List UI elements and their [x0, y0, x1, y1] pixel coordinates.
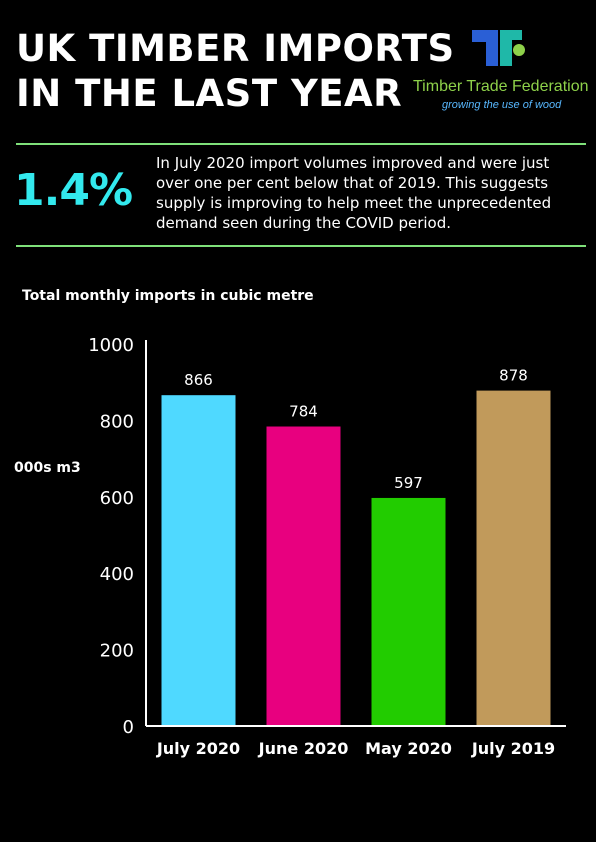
y-axis-ticks: 0 200 400 600 800 1000 — [88, 335, 134, 738]
bars: 866 July 2020 784 June 2020 597 May 2020 878 Ju… — [156, 367, 555, 758]
page-title: UK TIMBER IMPORTS IN THE LAST YEAR — [16, 26, 455, 116]
highlight-text: In July 2020 import volumes improved and… — [156, 154, 552, 232]
logo-teal-shape — [500, 30, 522, 66]
y-tick-label: 600 — [100, 488, 134, 509]
chart-title: Total monthly imports in cubic metre — [22, 288, 314, 304]
bar-july-2019 — [476, 390, 551, 726]
divider-top — [16, 143, 586, 145]
bar-june-2020 — [266, 426, 341, 726]
ttf-logo: Timber Trade Federation growing the use … — [410, 26, 590, 116]
highlight-stat: 1.4% — [14, 165, 133, 216]
bar-value-label: 597 — [394, 474, 423, 492]
logo-green-dot — [513, 44, 525, 56]
logo-tagline: growing the use of wood — [442, 99, 562, 111]
y-tick-label: 1000 — [88, 335, 134, 356]
bar-value-label: 866 — [184, 371, 213, 389]
x-category-label: July 2019 — [471, 739, 555, 758]
x-category-label: May 2020 — [365, 739, 452, 758]
title-line-2: IN THE LAST YEAR — [16, 72, 403, 115]
title-line-1: UK TIMBER IMPORTS — [16, 27, 455, 70]
bar-value-label: 878 — [499, 367, 528, 385]
bar-value-label: 784 — [289, 403, 318, 421]
y-tick-label: 0 — [123, 717, 134, 738]
x-category-label: July 2020 — [156, 739, 240, 758]
x-category-label: June 2020 — [258, 739, 349, 758]
y-axis-label: 000s m3 — [14, 460, 81, 476]
bar-july-2020 — [161, 395, 236, 726]
divider-bottom — [16, 245, 586, 247]
ttf-logo-icon — [472, 30, 525, 66]
bar-may-2020 — [371, 497, 446, 726]
logo-blue-shape — [472, 30, 498, 66]
logo-name: Timber Trade Federation — [413, 78, 589, 95]
bar-chart: 0 200 400 600 800 1000 866 July 2020 784 June 20… — [88, 335, 566, 758]
y-tick-label: 400 — [100, 564, 134, 585]
y-tick-label: 200 — [100, 641, 134, 662]
y-tick-label: 800 — [100, 411, 134, 432]
